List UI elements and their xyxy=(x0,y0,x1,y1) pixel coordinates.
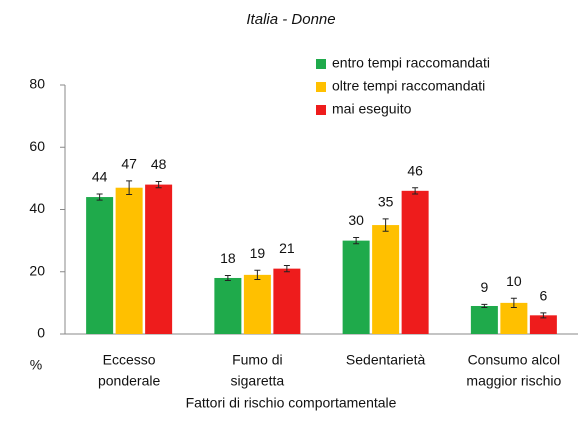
error-bar xyxy=(412,187,419,195)
error-bar xyxy=(155,180,162,189)
data-label: 47 xyxy=(121,156,137,172)
bar xyxy=(214,277,242,334)
legend-label: entro tempi raccomandati xyxy=(332,55,490,71)
chart-title: Italia - Donne xyxy=(246,11,335,28)
y-tick-label: 60 xyxy=(29,138,45,154)
y-tick-label: 0 xyxy=(37,325,45,341)
y-axis-title: % xyxy=(30,357,42,373)
x-tick-label: Eccesso xyxy=(103,352,156,368)
error-bar xyxy=(353,237,360,245)
bar xyxy=(145,184,173,334)
data-label: 6 xyxy=(539,288,547,304)
error-bar xyxy=(510,297,517,309)
y-tick-label: 80 xyxy=(29,76,45,92)
legend-swatch xyxy=(316,59,326,69)
data-label: 18 xyxy=(220,250,236,266)
data-label: 19 xyxy=(250,245,266,261)
y-tick-label: 40 xyxy=(29,200,45,216)
legend-label: mai eseguito xyxy=(332,101,412,117)
legend-label: oltre tempi raccomandati xyxy=(332,78,485,94)
data-label: 10 xyxy=(506,273,522,289)
data-label: 30 xyxy=(348,212,364,228)
bar xyxy=(86,197,114,334)
x-tick-label: maggior rischio xyxy=(466,373,561,389)
error-bar xyxy=(283,265,290,273)
data-label: 46 xyxy=(407,162,423,178)
bar xyxy=(500,302,528,334)
legend-swatch xyxy=(316,82,326,92)
x-tick-label: Sedentarietà xyxy=(346,352,426,368)
data-label: 35 xyxy=(378,194,394,210)
x-tick-label: Consumo alcol xyxy=(468,352,561,368)
error-bar xyxy=(481,303,488,309)
bar xyxy=(243,274,271,334)
x-tick-label: ponderale xyxy=(98,373,160,389)
bar xyxy=(529,315,557,334)
legend-swatch xyxy=(316,105,326,115)
error-bar xyxy=(224,274,231,281)
data-label: 44 xyxy=(92,169,108,185)
error-bar xyxy=(540,312,547,319)
error-bar xyxy=(126,180,133,196)
error-bar xyxy=(382,218,389,232)
error-bar xyxy=(96,193,103,201)
y-tick-label: 20 xyxy=(29,262,45,278)
x-tick-label: sigaretta xyxy=(231,373,285,389)
bar xyxy=(372,225,400,334)
x-axis-title: Fattori di rischio comportamentale xyxy=(186,395,397,411)
bar xyxy=(273,268,301,334)
data-label: 48 xyxy=(151,156,167,172)
bar xyxy=(401,190,429,334)
x-tick-label: Fumo di xyxy=(232,352,283,368)
bar xyxy=(342,240,370,334)
bar xyxy=(115,187,143,334)
data-label: 9 xyxy=(480,279,488,295)
error-bar xyxy=(254,269,261,281)
bar xyxy=(470,305,498,334)
data-label: 21 xyxy=(279,240,295,256)
